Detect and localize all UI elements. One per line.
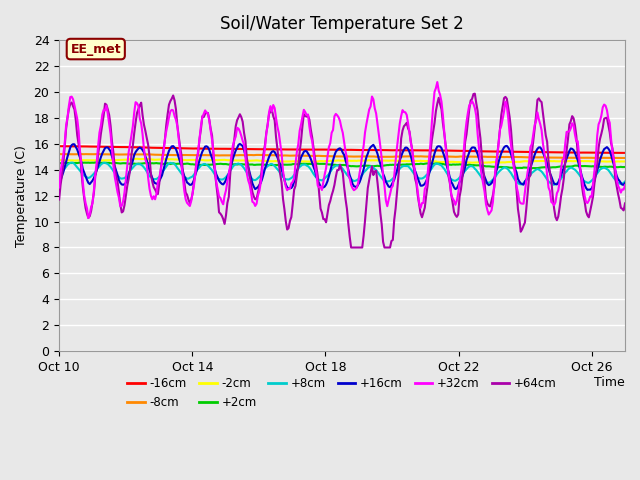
+32cm	[84, 215, 92, 221]
+32cm	[433, 79, 441, 85]
-2cm	[246, 158, 253, 164]
+2cm	[92, 160, 99, 166]
X-axis label: Time: Time	[595, 376, 625, 389]
+16cm	[584, 187, 591, 192]
-8cm	[55, 151, 63, 157]
+8cm	[68, 160, 76, 166]
Legend: -16cm, -8cm, -2cm, +2cm, +8cm, +16cm, +32cm, +64cm: -16cm, -8cm, -2cm, +2cm, +8cm, +16cm, +3…	[123, 372, 561, 414]
+2cm	[454, 162, 462, 168]
-8cm	[453, 154, 461, 160]
+32cm	[621, 182, 629, 188]
-16cm	[471, 148, 479, 154]
-8cm	[564, 155, 572, 161]
+16cm	[371, 144, 379, 150]
+32cm	[567, 125, 575, 131]
+2cm	[621, 164, 629, 170]
+64cm	[454, 212, 462, 217]
Line: -16cm: -16cm	[59, 146, 625, 153]
-8cm	[620, 155, 627, 161]
+8cm	[549, 182, 557, 188]
+64cm	[371, 168, 379, 174]
-16cm	[621, 150, 629, 156]
-8cm	[470, 154, 477, 159]
Line: -2cm: -2cm	[59, 159, 625, 163]
+32cm	[371, 106, 379, 111]
-16cm	[566, 150, 573, 156]
-16cm	[454, 148, 462, 154]
+8cm	[371, 166, 379, 172]
+2cm	[371, 163, 379, 169]
-2cm	[371, 157, 379, 163]
Y-axis label: Temperature (C): Temperature (C)	[15, 144, 28, 247]
+16cm	[454, 183, 462, 189]
-2cm	[454, 159, 462, 165]
-2cm	[227, 157, 234, 163]
+2cm	[471, 162, 479, 168]
+64cm	[55, 197, 63, 203]
-8cm	[225, 153, 232, 158]
+8cm	[227, 168, 234, 174]
-2cm	[132, 156, 140, 162]
+64cm	[472, 100, 480, 106]
+64cm	[567, 119, 575, 124]
+16cm	[566, 148, 573, 154]
+8cm	[471, 166, 479, 172]
-2cm	[481, 160, 488, 166]
+64cm	[348, 245, 355, 251]
-8cm	[244, 152, 252, 158]
+8cm	[567, 165, 575, 170]
-8cm	[369, 154, 377, 159]
-16cm	[63, 144, 71, 149]
+32cm	[472, 113, 480, 119]
-16cm	[227, 146, 234, 152]
+16cm	[55, 180, 63, 186]
-16cm	[246, 146, 253, 152]
+2cm	[55, 160, 63, 166]
+64cm	[225, 194, 232, 200]
+16cm	[246, 169, 253, 175]
-2cm	[471, 160, 479, 166]
-2cm	[567, 158, 575, 164]
Line: +64cm: +64cm	[59, 94, 625, 248]
+16cm	[621, 180, 629, 186]
+2cm	[227, 161, 234, 167]
-8cm	[621, 155, 629, 161]
+16cm	[225, 171, 232, 177]
+32cm	[227, 164, 234, 169]
-2cm	[55, 157, 63, 163]
Title: Soil/Water Temperature Set 2: Soil/Water Temperature Set 2	[220, 15, 464, 33]
+64cm	[471, 91, 479, 96]
Line: +2cm: +2cm	[59, 163, 625, 168]
-2cm	[621, 158, 629, 164]
+8cm	[246, 174, 253, 180]
+2cm	[528, 166, 536, 171]
+32cm	[456, 180, 463, 185]
+2cm	[246, 162, 253, 168]
+64cm	[621, 201, 629, 206]
+32cm	[55, 184, 63, 190]
+64cm	[244, 165, 252, 170]
+8cm	[55, 173, 63, 179]
+8cm	[621, 179, 629, 184]
Line: +32cm: +32cm	[59, 82, 625, 218]
-16cm	[371, 147, 379, 153]
+32cm	[246, 182, 253, 188]
-16cm	[55, 144, 63, 149]
Text: EE_met: EE_met	[70, 43, 121, 56]
Line: +8cm: +8cm	[59, 163, 625, 185]
+16cm	[471, 145, 479, 151]
+16cm	[236, 141, 244, 147]
+8cm	[454, 176, 462, 182]
+2cm	[567, 164, 575, 169]
Line: +16cm: +16cm	[59, 144, 625, 190]
Line: -8cm: -8cm	[59, 154, 625, 158]
